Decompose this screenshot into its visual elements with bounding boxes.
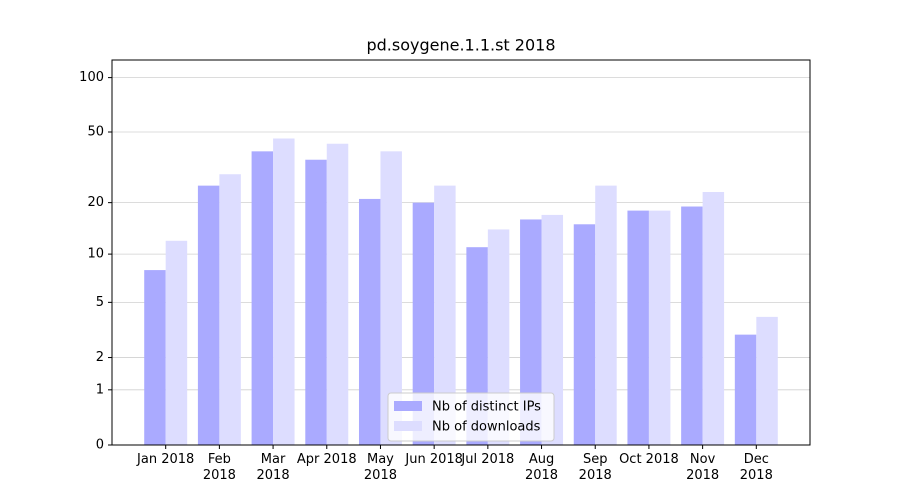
legend-label: Nb of distinct IPs [432,400,541,415]
bar [434,185,456,446]
bar [305,159,327,445]
x-tick-label: Feb 2018 [202,452,236,483]
x-tick-label: Aug 2018 [524,452,559,483]
x-tick-label: Dec 2018 [739,452,773,483]
y-tick-label: 5 [96,295,104,310]
bar [756,316,778,445]
y-tick-label: 1 [96,382,104,397]
bar [573,224,596,445]
bar [358,198,381,445]
bar [595,185,617,446]
x-tick-label: Oct 2018 [619,452,679,467]
bar [219,174,241,445]
x-tick-label: Jan 2018 [137,452,195,467]
legend-swatch [394,401,422,411]
bar [273,138,295,445]
bar [251,151,274,445]
bar [520,219,542,445]
bar [681,206,703,445]
legend-box [387,392,555,442]
y-tick-label: 100 [79,70,104,85]
bar [541,214,564,445]
legend-swatch [394,421,422,431]
bar [702,192,725,445]
plot-frame [111,59,811,446]
x-tick-label: Mar 2018 [256,452,290,483]
y-tick-label: 50 [87,125,104,140]
x-tick-label: May 2018 [363,452,397,483]
bar [144,270,166,445]
bar [734,334,757,445]
bar [487,229,510,445]
bar [326,143,349,446]
bar [412,202,435,445]
y-tick-label: 20 [87,195,104,210]
x-tick-label: Apr 2018 [296,452,357,467]
bar [197,185,220,446]
y-tick-label: 10 [87,247,104,262]
x-tick-label: Jun 2018 [405,452,463,467]
y-tick-label: 2 [96,350,104,365]
x-tick-label: Sep 2018 [578,452,612,483]
x-tick-label: Nov 2018 [686,452,720,483]
bar [627,210,649,445]
x-tick-label: Jul 2018 [461,452,515,467]
bar [165,240,188,445]
bar [380,151,402,445]
bar [648,210,671,445]
y-tick-label: 0 [96,438,104,453]
legend-label: Nb of downloads [432,420,541,435]
chart-title: pd.soygene.1.1.st 2018 [366,36,555,55]
